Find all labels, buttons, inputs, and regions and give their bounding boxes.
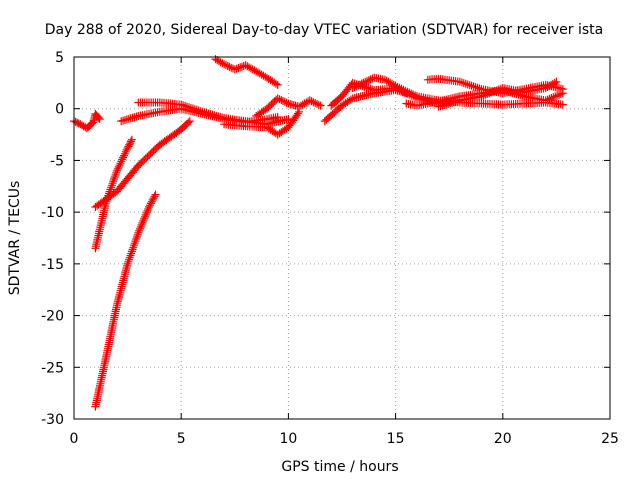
plus-markers: [220, 107, 304, 139]
x-tick-label: 0: [70, 431, 79, 447]
plus-markers: [91, 190, 160, 411]
data-series: [70, 109, 104, 133]
x-axis-label: GPS time / hours: [281, 459, 398, 475]
tick-layer: 0 5 10 15 20 25 5 0 -5 -10 -15 -20 -25 -30: [41, 50, 619, 447]
plot-frame: [73, 56, 611, 420]
y-tick-label: 5: [55, 50, 64, 66]
y-tick-label: -15: [41, 257, 64, 273]
data-series: [252, 94, 325, 120]
y-tick-label: 0: [55, 102, 64, 118]
y-axis-label: SDTVAR / TECUs: [7, 181, 23, 296]
y-tick-label: -20: [41, 309, 64, 325]
data-series: [211, 55, 282, 89]
grid-layer: [74, 57, 610, 419]
data-series: [134, 98, 293, 129]
data-series: [91, 117, 194, 211]
plus-markers: [70, 109, 104, 133]
x-tick-label: 25: [601, 431, 619, 447]
data-series: [91, 190, 160, 411]
y-tick-label: -25: [41, 360, 64, 376]
y-tick-label: -10: [41, 205, 64, 221]
plus-markers: [211, 55, 282, 89]
x-tick-label: 20: [494, 431, 512, 447]
plus-markers: [91, 117, 194, 211]
x-tick-label: 10: [279, 431, 297, 447]
y-tick-label: -5: [50, 153, 64, 169]
chart-title: Day 288 of 2020, Sidereal Day-to-day VTE…: [45, 22, 603, 38]
data-series: [220, 107, 304, 139]
data-series: [434, 77, 561, 111]
plus-markers: [252, 94, 325, 120]
y-tick-label: -30: [41, 412, 64, 428]
x-tick-label: 15: [387, 431, 405, 447]
data-layer: [70, 55, 567, 411]
plus-markers: [134, 98, 293, 129]
x-tick-label: 5: [177, 431, 186, 447]
plus-markers: [434, 77, 561, 111]
